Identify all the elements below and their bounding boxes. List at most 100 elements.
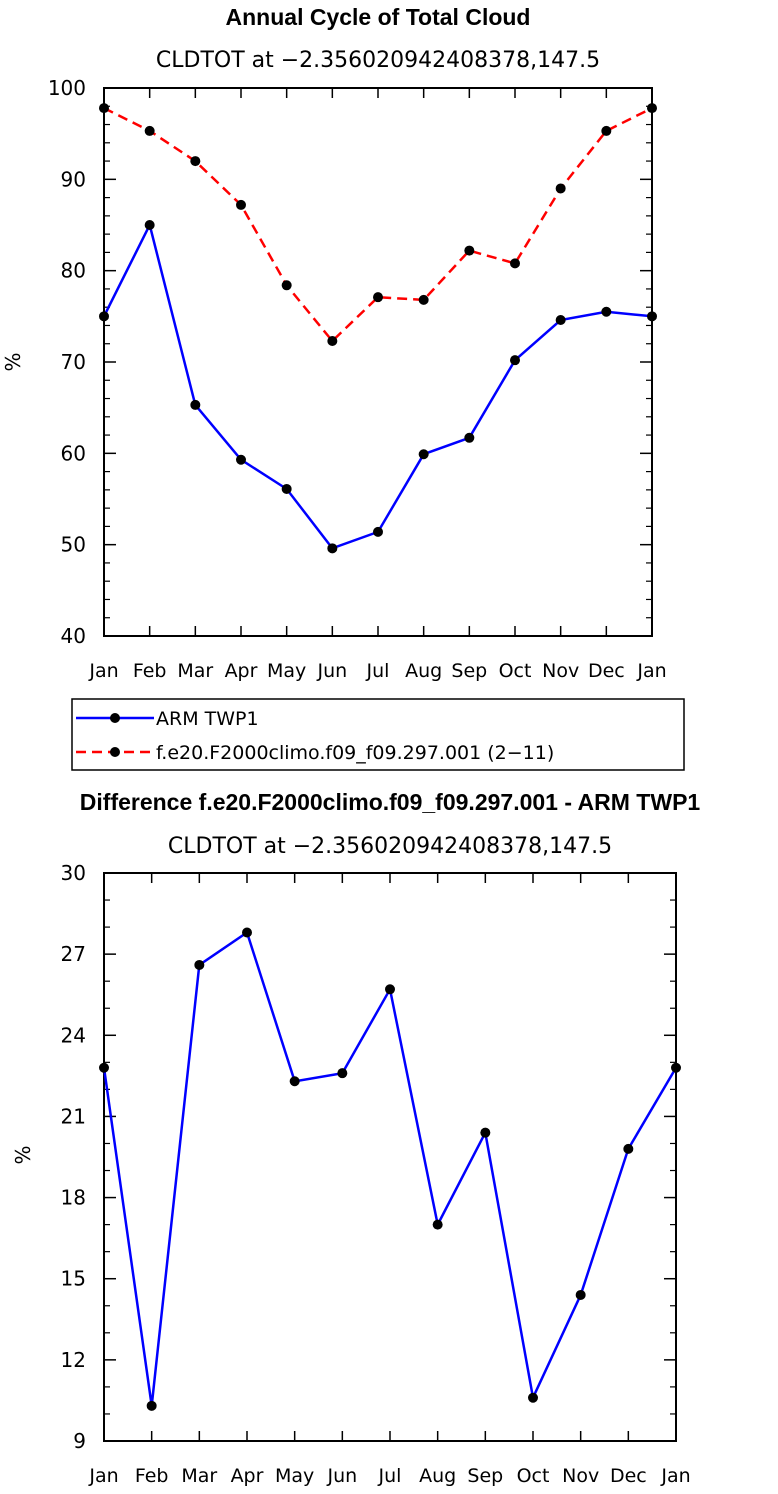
data-point bbox=[373, 292, 383, 303]
chart-1-x-tick-labels: Jan Feb Mar Apr May Jun Jul Aug Sep Oct Nov Dec Jan bbox=[88, 660, 666, 682]
data-point bbox=[555, 314, 566, 325]
x-tick-label: Jun bbox=[316, 660, 347, 682]
y-tick-label: 21 bbox=[61, 1104, 86, 1128]
y-tick-label: 60 bbox=[61, 441, 86, 465]
data-point bbox=[144, 220, 155, 230]
chart-1-plot-frame bbox=[103, 87, 653, 637]
chart-1-title: Annual Cycle of Total Cloud bbox=[226, 4, 531, 30]
chart-2-series bbox=[99, 927, 681, 1411]
y-tick-label: 30 bbox=[61, 861, 86, 885]
y-tick-label: 100 bbox=[48, 76, 86, 100]
y-tick-label: 27 bbox=[61, 942, 86, 966]
data-point bbox=[432, 1219, 443, 1230]
data-point bbox=[236, 199, 246, 210]
y-tick-label: 24 bbox=[61, 1023, 86, 1047]
chart-2: Difference f.e20.F2000climo.f09_f09.297.… bbox=[11, 789, 700, 1487]
data-point bbox=[194, 959, 205, 970]
y-tick-label: 50 bbox=[61, 533, 86, 557]
chart-1-series bbox=[99, 103, 657, 554]
legend-marker-arm bbox=[110, 713, 120, 723]
y-tick-label: 18 bbox=[61, 1186, 86, 1210]
data-point bbox=[281, 280, 292, 291]
data-point bbox=[327, 543, 338, 554]
data-point bbox=[464, 432, 475, 443]
x-tick-label: Jan bbox=[636, 660, 666, 682]
chart-2-x-tick-labels: Jan Feb Mar Apr May Jun Jul Aug Sep Oct Nov Dec Jan bbox=[88, 1465, 690, 1487]
data-point bbox=[418, 294, 429, 305]
x-tick-label: May bbox=[275, 1465, 314, 1487]
data-point bbox=[647, 103, 657, 114]
y-tick-label: 90 bbox=[61, 167, 86, 191]
chart-1-subtitle: CLDTOT at −2.356020942408378,147.5 bbox=[156, 48, 600, 73]
x-tick-label: Apr bbox=[231, 1465, 264, 1487]
x-tick-label: Sep bbox=[467, 1465, 503, 1487]
data-point bbox=[327, 335, 338, 346]
x-tick-label: Dec bbox=[588, 660, 625, 682]
data-point bbox=[575, 1289, 586, 1300]
x-tick-label: Sep bbox=[451, 660, 487, 682]
x-tick-label: Apr bbox=[225, 660, 258, 682]
chart-2-subtitle: CLDTOT at −2.356020942408378,147.5 bbox=[168, 834, 612, 859]
data-point bbox=[647, 311, 657, 322]
x-tick-label: Jan bbox=[88, 1465, 118, 1487]
data-point bbox=[99, 311, 109, 322]
data-point bbox=[289, 1076, 300, 1087]
y-tick-label: 12 bbox=[61, 1348, 86, 1372]
data-point bbox=[480, 1127, 491, 1138]
x-tick-label: Jul bbox=[378, 1465, 402, 1487]
x-tick-label: Nov bbox=[562, 1465, 599, 1487]
x-tick-label: May bbox=[267, 660, 306, 682]
legend-box bbox=[71, 698, 685, 771]
y-tick-label: 40 bbox=[61, 624, 86, 648]
series-line-1 bbox=[103, 106, 653, 343]
data-point bbox=[146, 1400, 157, 1411]
chart-1-ylabel: % bbox=[1, 352, 25, 371]
y-tick-label: 9 bbox=[73, 1429, 86, 1453]
x-tick-label: Oct bbox=[517, 1465, 550, 1487]
series-line-0 bbox=[102, 930, 678, 1406]
chart-2-plot-frame bbox=[103, 872, 677, 1442]
x-tick-label: Aug bbox=[419, 1465, 456, 1487]
data-point bbox=[190, 156, 201, 167]
x-tick-label: Oct bbox=[499, 660, 532, 682]
legend-label-arm: ARM TWP1 bbox=[156, 708, 259, 730]
x-tick-label: Jul bbox=[366, 660, 390, 682]
chart-1-y-tick-labels: 40 50 60 70 80 90 100 bbox=[48, 76, 86, 648]
data-point bbox=[190, 399, 201, 410]
data-point bbox=[385, 984, 395, 995]
y-tick-label: 80 bbox=[61, 259, 86, 283]
legend-label-model: f.e20.F2000climo.f09_f09.297.001 (2−11) bbox=[156, 742, 554, 764]
data-point bbox=[373, 526, 383, 537]
legend: ARM TWP1 f.e20.F2000climo.f09_f09.297.00… bbox=[71, 698, 685, 771]
x-tick-label: Dec bbox=[610, 1465, 647, 1487]
data-point bbox=[555, 183, 566, 194]
data-point bbox=[671, 1062, 681, 1073]
x-tick-label: Feb bbox=[135, 1465, 169, 1487]
chart-2-title: Difference f.e20.F2000climo.f09_f09.297.… bbox=[80, 789, 701, 815]
y-tick-label: 70 bbox=[61, 350, 86, 374]
chart-1-ticks bbox=[103, 87, 653, 637]
data-point bbox=[242, 927, 252, 938]
chart-2-ylabel: % bbox=[11, 1145, 35, 1164]
x-tick-label: Jun bbox=[326, 1465, 357, 1487]
data-point bbox=[418, 449, 429, 460]
data-point bbox=[510, 258, 520, 269]
chart-2-y-tick-labels: 9 12 15 18 21 24 27 30 bbox=[61, 861, 86, 1453]
x-tick-label: Feb bbox=[133, 660, 167, 682]
x-tick-label: Mar bbox=[177, 660, 213, 682]
series-line-0 bbox=[102, 221, 653, 550]
data-point bbox=[528, 1392, 538, 1403]
x-tick-label: Jan bbox=[88, 660, 118, 682]
data-point bbox=[601, 125, 612, 136]
data-point bbox=[623, 1143, 634, 1154]
data-point bbox=[337, 1068, 348, 1079]
chart-1: Annual Cycle of Total Cloud CLDTOT at −2… bbox=[1, 4, 667, 682]
data-point bbox=[510, 355, 520, 366]
data-point bbox=[99, 1062, 109, 1073]
x-tick-label: Aug bbox=[405, 660, 442, 682]
chart-2-ticks bbox=[103, 872, 677, 1442]
x-tick-label: Jan bbox=[660, 1465, 690, 1487]
data-point bbox=[236, 454, 246, 465]
y-tick-label: 15 bbox=[61, 1267, 86, 1291]
data-point bbox=[99, 103, 109, 114]
